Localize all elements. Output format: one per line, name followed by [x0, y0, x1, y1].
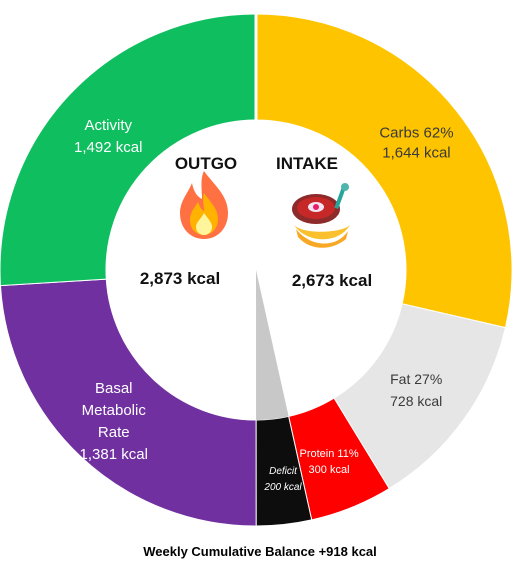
- slice-label-line: 300 kcal: [309, 464, 350, 476]
- slice-label-carbs: Carbs 62% 1,644 kcal: [379, 125, 453, 162]
- fire-icon: [180, 171, 228, 239]
- outgo-total: 2,873 kcal: [140, 269, 220, 288]
- slice-label-line: Basal: [95, 380, 133, 397]
- intake-heading: INTAKE: [276, 154, 338, 173]
- labels-layer: Carbs 62% 1,644 kcal Fat 27% 728 kcal Protei…: [74, 117, 454, 493]
- slice-label-fat: Fat 27% 728 kcal: [390, 371, 442, 409]
- slice-label-deficit: Deficit 200 kcal: [263, 466, 302, 493]
- slice-label-line: Metabolic: [82, 402, 147, 419]
- slice-label-line: Rate: [98, 424, 130, 441]
- slice-label-line: 728 kcal: [390, 393, 442, 409]
- intake-total: 2,673 kcal: [292, 271, 372, 290]
- outgo-heading: OUTGO: [175, 154, 237, 173]
- slice-label-line: Carbs 62%: [379, 125, 453, 142]
- slice-label-line: Protein 11%: [299, 448, 358, 460]
- slice-label-line: Fat 27%: [390, 371, 442, 387]
- slice-label-basal: Basal Metabolic Rate 1,381 kcal: [80, 380, 148, 463]
- slice-label-line: Deficit: [269, 466, 298, 477]
- slice-label-protein: Protein 11% 300 kcal: [299, 448, 358, 476]
- food-icon: [292, 183, 350, 248]
- slice-label-line: 1,644 kcal: [382, 145, 450, 162]
- slice-label-line: 200 kcal: [263, 482, 302, 493]
- slice-label-line: Activity: [84, 117, 132, 134]
- slice-label-line: 1,381 kcal: [80, 446, 148, 463]
- deficit-wedge: [256, 270, 289, 420]
- inner-layer: [106, 14, 406, 420]
- slice-label-activity: Activity 1,492 kcal: [74, 117, 142, 156]
- chart-caption: Weekly Cumulative Balance +918 kcal: [143, 544, 377, 559]
- donut-chart: Carbs 62% 1,644 kcal Fat 27% 728 kcal Protei…: [0, 13, 513, 527]
- slice-label-line: 1,492 kcal: [74, 139, 142, 156]
